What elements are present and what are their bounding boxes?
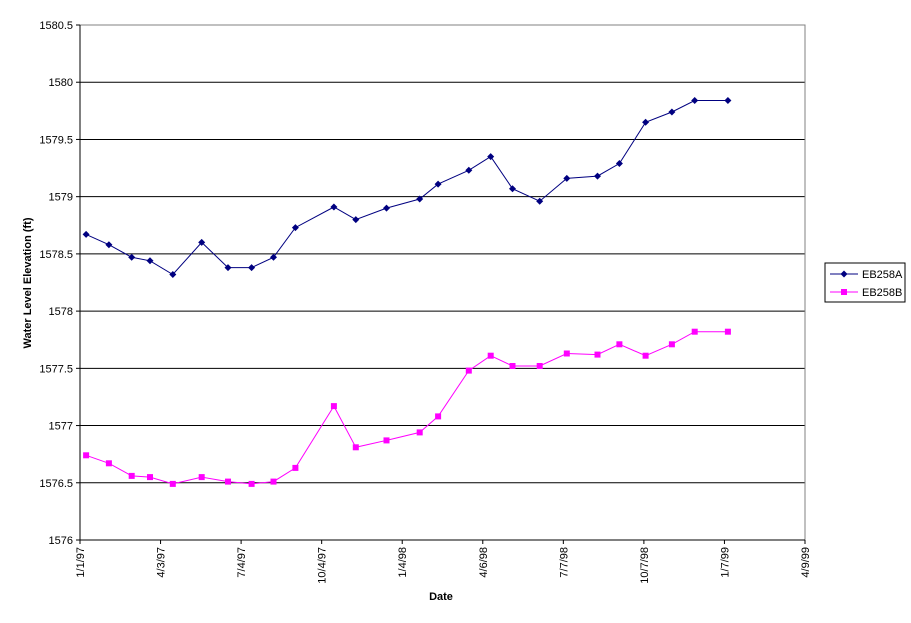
data-point-eb258a [536, 197, 544, 205]
y-tick-label: 1577.5 [39, 363, 73, 375]
x-axis-ticks: 1/1/97 4/3/97 7/4/97 10/4/97 1/4/98 4/6/98 7/7… [75, 540, 812, 584]
data-point-eb258a [563, 174, 571, 182]
data-point-eb258b [691, 328, 698, 335]
data-point-eb258b [668, 341, 675, 348]
data-point-eb258b [248, 480, 255, 487]
x-tick-label: 7/7/98 [558, 547, 570, 578]
y-tick-label: 1579.5 [39, 134, 73, 146]
data-point-eb258b [352, 444, 359, 451]
legend-box [824, 262, 906, 303]
data-point-eb258b [105, 460, 112, 467]
data-point-eb258a [416, 195, 424, 203]
data-point-eb258a [270, 253, 277, 261]
series-layer [82, 97, 732, 487]
y-tick-label: 1576 [49, 535, 73, 547]
legend-label-eb258b: EB258B [862, 287, 902, 299]
data-point-eb258a [105, 241, 113, 249]
data-point-eb258b [724, 328, 731, 335]
data-point-eb258a [352, 216, 360, 224]
data-point-eb258a [146, 257, 154, 265]
data-point-eb258b [270, 478, 277, 485]
y-tick-label: 1580 [49, 77, 73, 89]
data-point-eb258a [330, 203, 338, 211]
y-axis-title: Water Level Elevation (ft) [22, 217, 34, 348]
series-line-eb258b [85, 331, 728, 485]
data-point-eb258b [642, 352, 649, 359]
data-point-eb258b [83, 452, 90, 459]
data-point-eb258a [434, 180, 442, 188]
data-point-eb258a [169, 271, 177, 278]
legend-marker-eb258a [840, 270, 848, 278]
data-point-eb258a [691, 97, 699, 104]
x-tick-label: 1/4/98 [397, 547, 409, 578]
data-point-eb258b [292, 464, 299, 471]
data-point-eb258b [147, 474, 153, 481]
gridlines [80, 24, 805, 484]
data-point-eb258b [198, 474, 205, 481]
data-point-eb258a [487, 153, 495, 161]
data-point-eb258a [668, 108, 676, 116]
y-tick-label: 1576.5 [39, 478, 73, 490]
legend-label-eb258a: EB258A [862, 269, 903, 281]
data-point-eb258b [594, 351, 601, 358]
data-point-eb258a [198, 238, 206, 246]
y-tick-label: 1578.5 [39, 249, 73, 261]
data-point-eb258a [128, 253, 136, 261]
data-point-eb258b [416, 429, 423, 436]
data-point-eb258b [330, 403, 337, 410]
y-axis-ticks: 1576 1576.5 1577 1577.5 1578 1578.5 1579 1579.5… [39, 20, 80, 547]
data-point-eb258b [435, 413, 442, 420]
data-point-eb258a [509, 185, 516, 193]
data-point-eb258a [291, 224, 299, 232]
x-tick-label: 1/1/97 [75, 547, 87, 578]
data-point-eb258b [225, 478, 231, 485]
data-point-eb258a [615, 160, 623, 167]
data-point-eb258a [82, 230, 90, 238]
x-tick-label: 7/4/97 [236, 547, 248, 578]
x-tick-label: 10/7/98 [639, 547, 651, 584]
data-point-eb258a [465, 166, 473, 174]
data-point-eb258b [169, 480, 176, 487]
data-point-eb258b [563, 350, 570, 357]
data-point-eb258b [536, 363, 543, 369]
x-tick-label: 4/3/97 [156, 547, 168, 578]
data-point-eb258b [383, 437, 390, 444]
x-tick-label: 1/7/99 [719, 547, 731, 578]
y-tick-label: 1579 [49, 192, 73, 204]
x-tick-label: 4/9/99 [800, 547, 812, 578]
y-tick-label: 1577 [49, 421, 73, 433]
legend: EB258A EB258B [824, 262, 906, 303]
series-line-eb258a [85, 100, 728, 276]
data-point-eb258b [509, 363, 516, 369]
y-tick-label: 1578 [49, 306, 73, 318]
data-point-eb258b [487, 352, 494, 359]
data-point-eb258a [383, 204, 390, 212]
data-point-eb258a [248, 264, 256, 272]
data-point-eb258a [224, 264, 232, 272]
x-axis-title: Date [429, 591, 453, 603]
data-point-eb258a [594, 172, 601, 180]
data-point-eb258a [724, 97, 732, 104]
data-point-eb258b [616, 341, 623, 348]
data-point-eb258b [465, 367, 472, 374]
data-point-eb258a [642, 118, 650, 126]
x-tick-label: 4/6/98 [478, 547, 490, 578]
legend-marker-eb258b [841, 289, 847, 295]
data-point-eb258b [128, 472, 135, 479]
y-tick-label: 1580.5 [39, 20, 73, 32]
x-tick-label: 10/4/97 [317, 547, 329, 584]
